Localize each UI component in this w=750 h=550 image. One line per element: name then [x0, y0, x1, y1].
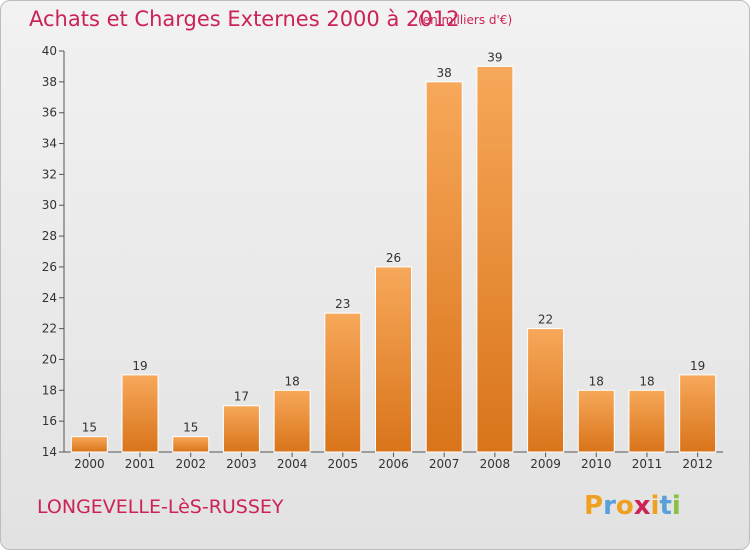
x-tick-label: 2004	[277, 457, 308, 471]
bar-value-label: 17	[234, 390, 249, 404]
logo-letter: t	[659, 491, 672, 521]
bar-value-label: 15	[82, 421, 97, 435]
bar	[577, 389, 615, 453]
x-tick-label: 2009	[530, 457, 561, 471]
bar	[324, 312, 362, 453]
logo-letter: i	[650, 491, 660, 521]
y-axis: 14 16 18 20 22 24 26 28 30 32 34 36 38 40	[42, 44, 65, 459]
bar	[222, 405, 260, 453]
x-tick-label: 2006	[378, 457, 409, 471]
bar-value-label: 15	[183, 421, 198, 435]
y-tick-label: 34	[42, 137, 57, 151]
bar-value-label: 26	[386, 251, 401, 265]
y-tick-label: 16	[42, 414, 57, 428]
bar-value-label: 19	[132, 359, 147, 373]
y-tick-label: 20	[42, 352, 57, 366]
y-tick-label: 26	[42, 260, 57, 274]
value-labels: 15 19 15 17 18 23 26 38 39 22 18 18 19	[82, 50, 706, 434]
bar-value-label: 22	[538, 313, 553, 327]
bar	[121, 374, 159, 453]
logo-letter: x	[633, 491, 651, 521]
x-tick-label: 2005	[328, 457, 359, 471]
bars	[70, 65, 717, 453]
y-tick-label: 24	[42, 291, 57, 305]
y-tick-label: 18	[42, 383, 57, 397]
town-name: LONGEVELLE-LèS-RUSSEY	[37, 496, 284, 518]
bar-value-label: 18	[589, 374, 604, 388]
bar	[70, 436, 108, 453]
chart-title: Achats et Charges Externes 2000 à 2012	[29, 7, 460, 31]
x-tick-label: 2011	[632, 457, 663, 471]
x-tick-label: 2012	[682, 457, 713, 471]
x-tick-label: 2007	[429, 457, 460, 471]
bar-value-label: 19	[690, 359, 705, 373]
bar	[527, 328, 565, 453]
bar-value-label: 39	[487, 50, 502, 64]
y-tick-label: 28	[42, 229, 57, 243]
bar	[425, 81, 463, 453]
bar	[628, 389, 666, 453]
y-tick-label: 38	[42, 75, 57, 89]
y-tick-label: 22	[42, 322, 57, 336]
logo-letter: o	[615, 491, 634, 521]
x-tick-label: 2000	[74, 457, 105, 471]
proxiti-logo[interactable]: Proxiti	[584, 491, 681, 521]
bar	[679, 374, 717, 453]
logo-letter: P	[584, 491, 604, 521]
y-tick-label: 40	[42, 44, 57, 58]
y-tick-label: 32	[42, 167, 57, 181]
bar	[172, 436, 210, 453]
x-tick-label: 2002	[175, 457, 206, 471]
bar	[273, 389, 311, 453]
bar	[375, 266, 412, 453]
y-tick-label: 14	[42, 445, 57, 459]
x-tick-label: 2010	[581, 457, 612, 471]
bar-value-label: 18	[639, 374, 654, 388]
bar-value-label: 38	[437, 66, 452, 80]
bar	[476, 65, 514, 453]
y-tick-label: 30	[42, 198, 57, 212]
logo-letter: i	[671, 491, 681, 521]
logo-letter: r	[603, 491, 616, 521]
bar-value-label: 18	[284, 374, 299, 388]
x-tick-label: 2003	[226, 457, 257, 471]
x-axis: 2000 2001 2002 2003 2004 2005 2006 2007 2008 2009…	[64, 451, 723, 471]
chart-unit-label: (en milliers d'€)	[418, 13, 513, 27]
x-tick-label: 2001	[125, 457, 156, 471]
x-tick-label: 2008	[480, 457, 511, 471]
y-tick-label: 36	[42, 106, 57, 120]
bar-value-label: 23	[335, 297, 350, 311]
